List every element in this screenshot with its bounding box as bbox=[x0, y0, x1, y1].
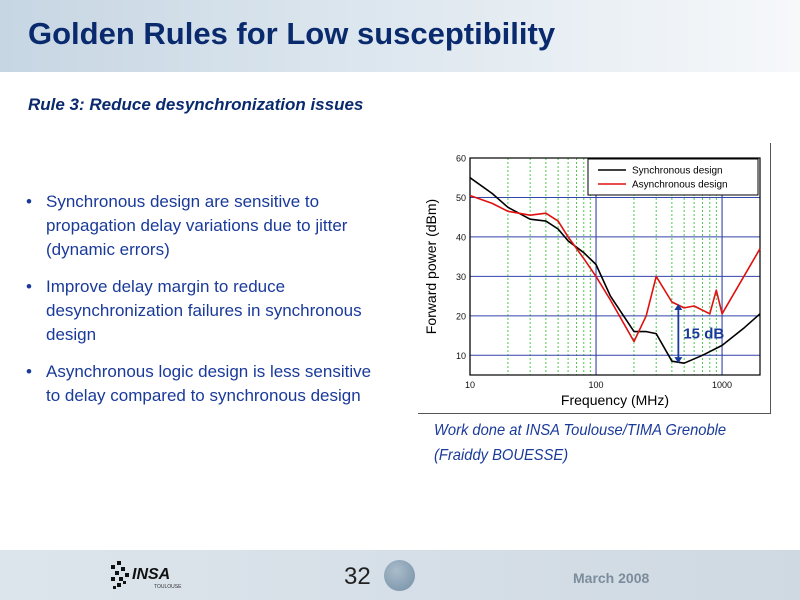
page-circle bbox=[384, 560, 415, 591]
bullet-item: • Improve delay margin to reduce desynch… bbox=[24, 275, 374, 347]
x-tick-label: 10 bbox=[465, 380, 475, 390]
y-tick-label: 10 bbox=[456, 351, 466, 361]
credit-line-1: Work done at INSA Toulouse/TIMA Grenoble bbox=[434, 422, 727, 439]
title-bar bbox=[0, 0, 800, 72]
bullet-list: • Synchronous design are sensitive to pr… bbox=[24, 190, 374, 421]
x-tick-label: 100 bbox=[589, 380, 604, 390]
y-tick-label: 30 bbox=[456, 272, 466, 282]
footer-date: March 2008 bbox=[573, 570, 650, 586]
chart-container: 10 20 30 40 50 60 10 100 1000 Frequency (MHz) Forw… bbox=[418, 143, 771, 414]
credit-line-2: (Fraiddy BOUESSE) bbox=[434, 447, 569, 464]
legend-box bbox=[587, 158, 759, 196]
insa-logo: INSA TOULOUSE bbox=[111, 561, 182, 590]
x-tick-label: 1000 bbox=[712, 380, 732, 390]
series-line-asynchronous bbox=[469, 194, 761, 343]
bullet-icon: • bbox=[26, 277, 32, 296]
y-tick-label: 60 bbox=[456, 154, 466, 164]
x-axis-label: Frequency (MHz) bbox=[561, 392, 669, 408]
bullet-text: Synchronous design are sensitive to prop… bbox=[46, 192, 348, 259]
forward-power-chart: 10 20 30 40 50 60 10 100 1000 Frequency (MHz) Forw… bbox=[423, 154, 761, 408]
bullet-text: Asynchronous logic design is less sensit… bbox=[46, 362, 372, 405]
legend-label: Asynchronous design bbox=[632, 180, 728, 191]
bullet-icon: • bbox=[26, 362, 32, 381]
annotation-label: 15 dB bbox=[683, 326, 724, 343]
logo-text: INSA bbox=[132, 566, 170, 583]
rule-subtitle: Rule 3: Reduce desynchronization issues bbox=[28, 95, 364, 114]
bullet-item: • Asynchronous logic design is less sens… bbox=[24, 360, 374, 408]
credit-note: Work done at INSA Toulouse/TIMA Grenoble… bbox=[434, 418, 747, 468]
logo-subtext: TOULOUSE bbox=[154, 584, 182, 590]
page-number: 32 bbox=[344, 563, 371, 590]
annotation-arrow-head-top bbox=[674, 303, 683, 310]
plot-frame bbox=[469, 157, 761, 376]
y-tick-label: 20 bbox=[456, 311, 466, 321]
legend-label: Synchronous design bbox=[632, 166, 723, 177]
slide-title: Golden Rules for Low susceptibility bbox=[28, 16, 556, 51]
bullet-item: • Synchronous design are sensitive to pr… bbox=[24, 190, 374, 262]
y-tick-label: 40 bbox=[456, 232, 466, 242]
y-tick-label: 50 bbox=[456, 193, 466, 203]
annotation-arrow-head-bottom bbox=[674, 357, 683, 364]
y-axis-label: Forward power (dBm) bbox=[423, 199, 439, 334]
bullet-icon: • bbox=[26, 192, 32, 211]
bullet-text: Improve delay margin to reduce desynchro… bbox=[46, 277, 362, 344]
series-line-synchronous bbox=[469, 177, 761, 364]
